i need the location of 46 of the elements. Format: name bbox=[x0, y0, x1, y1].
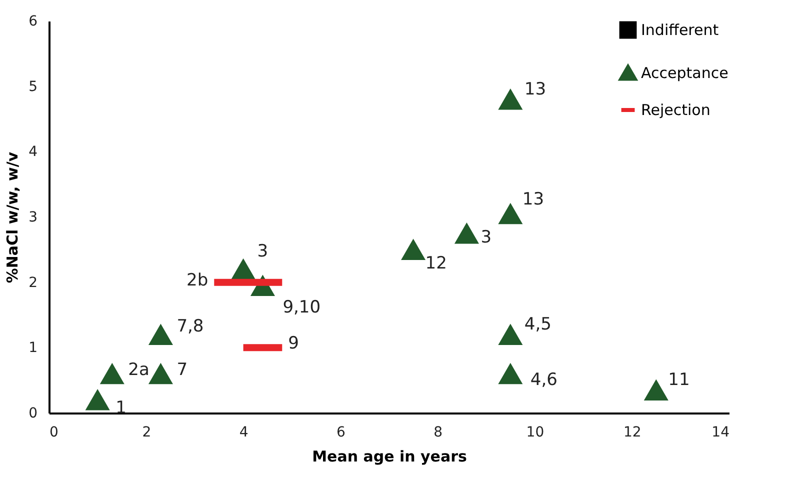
x-tick-label: 0 bbox=[50, 424, 58, 440]
annotation: 4,5 bbox=[524, 314, 552, 335]
point bbox=[231, 258, 256, 280]
legend-label: Rejection bbox=[641, 101, 710, 119]
annotation: 4,6 bbox=[530, 370, 558, 390]
legend-label: Indifferent bbox=[641, 21, 719, 39]
annotation: 7 bbox=[176, 360, 188, 380]
x-tick-label: 12 bbox=[623, 424, 642, 440]
x-tick-label: 14 bbox=[712, 424, 730, 440]
point bbox=[86, 390, 110, 410]
x-tick-label: 2 bbox=[142, 424, 152, 440]
y-tick-label: 0 bbox=[28, 406, 38, 422]
annotation: 7,8 bbox=[176, 316, 204, 337]
y-tick-label: 3 bbox=[28, 210, 38, 226]
y-tick-label: 6 bbox=[28, 14, 38, 30]
annotation: 9,10 bbox=[282, 298, 321, 318]
annotation: 13 bbox=[524, 79, 546, 100]
point bbox=[100, 363, 124, 384]
x-axis-title: Mean age in years bbox=[312, 448, 467, 466]
annotation: 11 bbox=[668, 370, 690, 390]
annotation: 3 bbox=[257, 241, 268, 262]
point bbox=[148, 324, 173, 345]
point bbox=[148, 363, 173, 384]
x-tick-label: 8 bbox=[434, 424, 443, 440]
point bbox=[498, 324, 522, 345]
point bbox=[401, 239, 426, 260]
point bbox=[498, 203, 522, 224]
x-tick-label: 6 bbox=[336, 424, 346, 440]
y-axis-title: %NaCl w/w, w/v bbox=[4, 152, 22, 284]
x-tick-label: 4 bbox=[239, 424, 248, 440]
point bbox=[498, 89, 522, 110]
point bbox=[498, 363, 522, 384]
y-tick-label: 5 bbox=[28, 78, 38, 95]
y-tick-label: 1 bbox=[28, 340, 38, 356]
point bbox=[454, 222, 479, 244]
point bbox=[644, 380, 668, 401]
annotation: 12 bbox=[425, 254, 447, 274]
annotation: 9 bbox=[288, 334, 299, 354]
y-tick-label: 4 bbox=[28, 144, 38, 160]
x-tick-label: 10 bbox=[526, 424, 544, 440]
legend-label: Acceptance bbox=[641, 64, 728, 82]
annotation: 13 bbox=[522, 190, 544, 210]
annotation: 2a bbox=[128, 360, 150, 380]
annotation: 3 bbox=[480, 227, 492, 248]
y-tick-label: 2 bbox=[28, 274, 38, 291]
annotation: 2b bbox=[186, 270, 208, 290]
